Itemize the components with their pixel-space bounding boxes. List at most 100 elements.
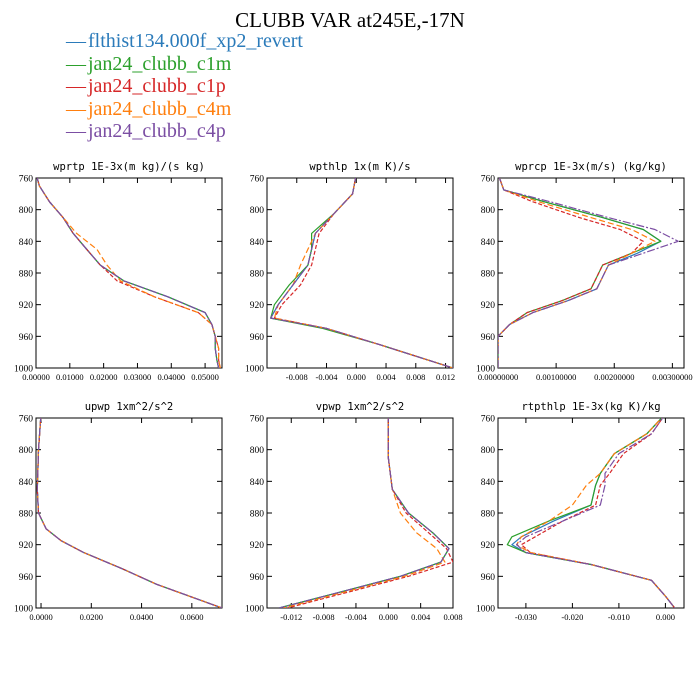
chart-title: CLUBB VAR at245E,-17N — [235, 8, 465, 32]
y-tick-label: 840 — [19, 478, 34, 488]
x-tick-label: 0.00000 — [22, 372, 50, 382]
legend-entry: — jan24_clubb_c4p — [66, 120, 303, 143]
x-tick-label: -0.010 — [608, 612, 630, 622]
y-tick-label: 800 — [19, 206, 34, 216]
series-group — [498, 178, 679, 368]
x-tick-label: 0.05000 — [191, 372, 219, 382]
legend-label: flthist134.000f_xp2_revert — [88, 30, 303, 52]
y-tick-label: 800 — [481, 446, 496, 456]
y-tick-label: 840 — [250, 478, 265, 488]
chart-panel: vpwp 1xm^2/s^2 760 800 840 880 920 960 1000 -0.0… — [245, 401, 463, 622]
x-tick-label: -0.012 — [280, 612, 302, 622]
x-tick-label: 0.03000 — [124, 372, 152, 382]
series-line — [283, 418, 446, 608]
y-tick-label: 840 — [481, 238, 496, 248]
series-line — [511, 418, 676, 608]
y-tick-label: 920 — [481, 541, 496, 551]
series-line — [36, 418, 222, 608]
y-tick-label: 920 — [19, 541, 34, 551]
legend: — flthist134.000f_xp2_revert — jan24_clubb_… — [66, 30, 303, 143]
legend-line-marker: — — [66, 52, 86, 75]
x-tick-label: 0.0600 — [180, 612, 203, 622]
legend-entry: — jan24_clubb_c4m — [66, 98, 303, 121]
x-tick-label: 0.0000 — [29, 612, 52, 622]
series-line — [498, 178, 679, 368]
plot-frame — [497, 417, 685, 609]
series-line — [36, 418, 222, 608]
x-tick-label: 0.000 — [379, 612, 398, 622]
x-tick-label: -0.008 — [313, 612, 335, 622]
y-tick-label: 1000 — [14, 365, 33, 375]
chart-panel: wprtp 1E-3x(m kg)/(s kg) 760 800 840 880 920 9… — [14, 161, 223, 382]
y-tick-label: 960 — [481, 333, 496, 343]
legend-label: jan24_clubb_c1m — [88, 52, 232, 75]
series-line — [278, 418, 450, 608]
series-line — [36, 178, 220, 368]
x-tick-label: 0.01000 — [56, 372, 84, 382]
series-line — [36, 418, 222, 608]
y-tick-label: 880 — [481, 510, 496, 520]
series-line — [498, 178, 662, 368]
x-tick-label: -0.020 — [561, 612, 583, 622]
y-tick-label: 760 — [481, 415, 496, 425]
y-tick-label: 760 — [19, 415, 34, 425]
series-line — [36, 418, 222, 608]
panel-title: wpthlp 1x(m K)/s — [309, 161, 410, 173]
chart-panel: wpthlp 1x(m K)/s 760 800 840 880 920 960 1000 -0… — [245, 161, 455, 382]
series-line — [270, 178, 453, 368]
x-tick-label: 0.00200000 — [594, 372, 634, 382]
y-tick-label: 840 — [19, 238, 34, 248]
chart-panel: upwp 1xm^2/s^2 760 800 840 880 920 960 10000.00… — [14, 401, 223, 622]
x-tick-label: -0.030 — [515, 612, 537, 622]
series-line — [498, 178, 662, 368]
x-tick-label: 0.000 — [347, 372, 366, 382]
series-line — [273, 178, 453, 368]
y-tick-label: 1000 — [476, 365, 495, 375]
series-line — [278, 418, 450, 608]
plot-frame — [497, 177, 685, 369]
y-tick-label: 960 — [19, 333, 34, 343]
y-tick-label: 920 — [250, 301, 265, 311]
x-tick-label: 0.00000000 — [478, 372, 518, 382]
x-tick-label: 0.004 — [411, 612, 431, 622]
plot-frame — [266, 417, 454, 609]
panel-title: wprtp 1E-3x(m kg)/(s kg) — [53, 161, 205, 173]
y-tick-label: 920 — [19, 301, 34, 311]
y-tick-label: 880 — [250, 270, 265, 280]
series-group — [506, 418, 676, 608]
series-line — [520, 418, 676, 608]
y-tick-label: 1000 — [245, 365, 264, 375]
legend-line-marker: — — [66, 97, 86, 120]
x-tick-label: -0.004 — [345, 612, 368, 622]
series-line — [36, 178, 220, 368]
x-tick-label: 0.04000 — [157, 372, 185, 382]
legend-label: jan24_clubb_c1p — [88, 75, 226, 97]
y-tick-label: 760 — [19, 175, 34, 185]
y-tick-label: 880 — [19, 270, 34, 280]
x-tick-label: 0.02000 — [90, 372, 118, 382]
y-tick-label: 1000 — [476, 605, 495, 615]
plot-frame — [35, 417, 223, 609]
series-group — [36, 418, 222, 608]
chart-panel: wprcp 1E-3x(m/s) (kg/kg) 760 800 840 880 920 9… — [476, 161, 693, 382]
series-line — [498, 178, 656, 368]
panel-title: wprcp 1E-3x(m/s) (kg/kg) — [515, 161, 667, 173]
series-line — [278, 418, 450, 608]
y-tick-label: 800 — [481, 206, 496, 216]
x-tick-label: 0.004 — [376, 372, 396, 382]
y-tick-label: 840 — [250, 238, 265, 248]
series-line — [498, 178, 644, 368]
legend-line-marker: — — [66, 30, 86, 52]
x-tick-label: 0.00100000 — [536, 372, 576, 382]
y-tick-label: 760 — [250, 415, 265, 425]
x-tick-label: 0.008 — [443, 612, 462, 622]
series-group — [270, 178, 453, 368]
y-tick-label: 800 — [250, 446, 265, 456]
panel-title: upwp 1xm^2/s^2 — [85, 401, 174, 413]
legend-entry: — jan24_clubb_c1p — [66, 75, 303, 98]
series-line — [36, 178, 220, 368]
x-tick-label: -0.008 — [286, 372, 308, 382]
y-tick-label: 880 — [250, 510, 265, 520]
y-tick-label: 960 — [19, 573, 34, 583]
x-tick-label: 0.000 — [656, 612, 675, 622]
